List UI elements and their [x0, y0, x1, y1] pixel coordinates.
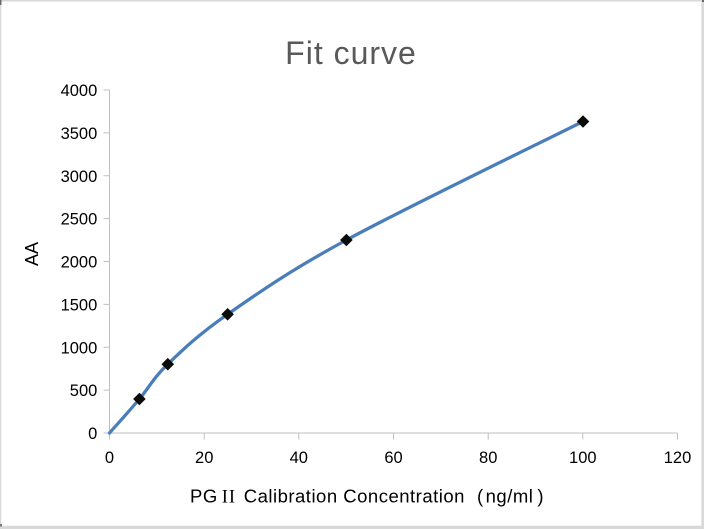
svg-text:3000: 3000 [61, 168, 98, 186]
svg-text:100: 100 [569, 449, 597, 467]
svg-text:500: 500 [70, 382, 98, 400]
svg-text:4000: 4000 [61, 82, 98, 100]
svg-text:0: 0 [88, 425, 97, 443]
svg-text:40: 40 [290, 449, 308, 467]
svg-text:80: 80 [479, 449, 497, 467]
svg-text:1000: 1000 [61, 339, 98, 357]
svg-text:AA: AA [22, 242, 42, 266]
svg-text:60: 60 [384, 449, 402, 467]
svg-text:3500: 3500 [61, 125, 98, 143]
svg-text:2500: 2500 [61, 211, 98, 229]
svg-text:1500: 1500 [61, 296, 98, 314]
svg-text:2000: 2000 [61, 254, 98, 272]
svg-text:0: 0 [105, 449, 114, 467]
svg-text:20: 20 [195, 449, 213, 467]
svg-text:120: 120 [664, 449, 692, 467]
svg-text:Fit curve: Fit curve [285, 35, 417, 71]
